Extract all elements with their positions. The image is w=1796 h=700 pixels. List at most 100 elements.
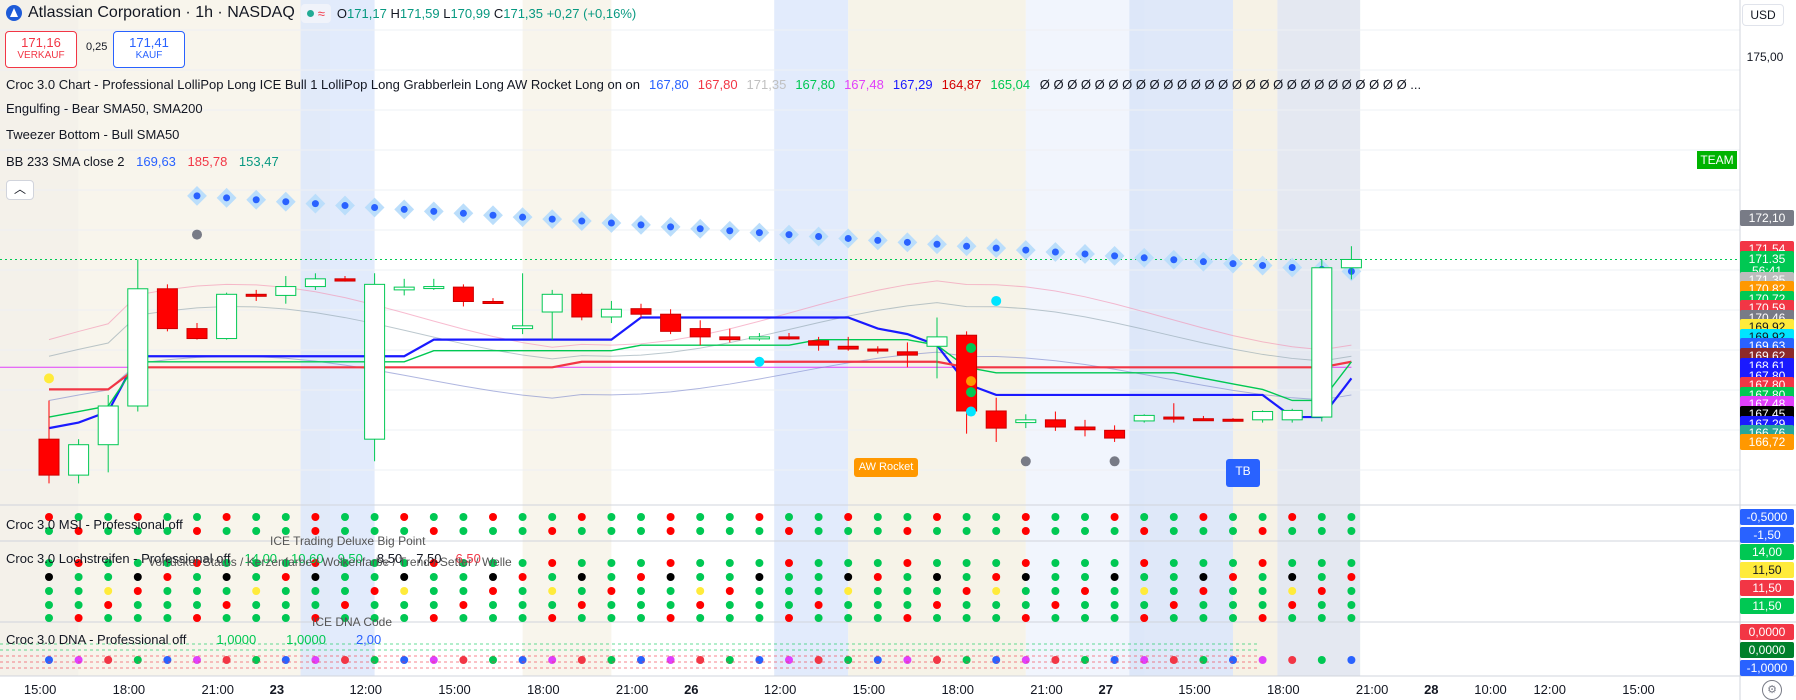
trail-dot [1259, 262, 1267, 270]
buy-button[interactable]: 171,41 KAUF [113, 31, 185, 68]
loch-dot [666, 559, 675, 567]
legend-dna[interactable]: Croc 3.0 DNA - Professional off 1,0000 1,0… [6, 632, 381, 647]
msi-dot [1199, 513, 1208, 521]
msi-dot [1199, 527, 1208, 535]
dna-dot [814, 656, 823, 664]
loch-dot [489, 559, 497, 567]
time-label: 18:00 [941, 682, 974, 697]
loch-dot [1288, 601, 1297, 609]
signal-dot [966, 387, 976, 398]
trail-dot [459, 209, 467, 217]
candle-body [926, 336, 948, 347]
dna-dot [163, 656, 172, 664]
legend-engulfing[interactable]: Engulfing - Bear SMA50, SMA200 [6, 101, 203, 116]
candle-body [482, 300, 504, 304]
loch-dot [163, 587, 172, 595]
dna-dot [252, 656, 261, 664]
msi-dot [252, 527, 261, 535]
candle-body [275, 286, 297, 296]
loch-dot [518, 587, 527, 595]
loch-dot [814, 601, 823, 609]
loch-dot [1229, 573, 1237, 581]
dna-dot [992, 656, 1001, 664]
settings-gear-icon[interactable]: ⚙ [1762, 680, 1782, 700]
msi-dot [429, 513, 438, 521]
open-value: 171,17 [347, 5, 387, 21]
loch-dot [1317, 601, 1326, 609]
loch-dot [1199, 601, 1208, 609]
loch-dot [666, 601, 675, 609]
msi-dot [548, 513, 557, 521]
loch-dot [370, 614, 379, 622]
legend-tweezer[interactable]: Tweezer Bottom - Bull SMA50 [6, 127, 180, 142]
msi-dot [518, 513, 527, 521]
dna-dot [577, 656, 586, 664]
loch-dot [1021, 614, 1030, 622]
candle-body [1044, 419, 1066, 428]
buy-price: 171,41 [129, 35, 169, 50]
symbol-title[interactable]: Atlassian Corporation · 1h · NASDAQ [28, 4, 295, 21]
loch-dot [844, 614, 853, 622]
pane-value-tag: 0,0000 [1740, 624, 1794, 640]
loch-dot [755, 587, 764, 595]
loch-dot [1258, 601, 1267, 609]
msi-dot [1021, 513, 1030, 521]
candle-body [571, 293, 593, 318]
candle-body [1281, 409, 1303, 421]
loch-dot [577, 601, 586, 609]
loch-dot [104, 601, 113, 609]
msi-dot [666, 513, 675, 521]
loch-dot [1021, 559, 1030, 567]
dna-dot [903, 656, 912, 664]
aw-rocket-signal[interactable]: AW Rocket [854, 458, 918, 477]
loch-dot [577, 573, 586, 581]
legend-msi[interactable]: Croc 3.0 MSI - Professional off [6, 517, 183, 532]
msi-dot [785, 513, 793, 521]
market-status-pill[interactable]: ≈ [300, 3, 331, 23]
trail-dot [371, 203, 379, 211]
msi-dot [163, 527, 172, 535]
loch-dot [696, 601, 705, 609]
trail-dot [193, 192, 201, 200]
msi-dot [992, 513, 1001, 521]
loch-dot [193, 587, 201, 595]
time-label: 26 [684, 682, 699, 697]
loch-dot [1347, 559, 1356, 567]
loch-dot [933, 601, 941, 609]
buy-label: KAUF [135, 50, 163, 61]
trail-dot [755, 229, 763, 237]
loch-dot [1140, 559, 1149, 567]
loch-dot [133, 559, 142, 567]
loch-dot [666, 573, 675, 581]
loch-dot [903, 559, 912, 567]
candle-body [867, 348, 889, 352]
msi-dot [814, 513, 823, 521]
market-open-dot-icon [306, 9, 314, 17]
tb-signal[interactable]: TB [1226, 459, 1260, 487]
legend-croc-chart[interactable]: Croc 3.0 Chart - Professional LolliPop L… [6, 77, 1421, 92]
msi-dot [1317, 527, 1326, 535]
msi-dot [814, 527, 823, 535]
sell-button[interactable]: 171,16 VERKAUF [5, 31, 77, 68]
loch-dot [370, 573, 379, 581]
trail-dot [933, 240, 941, 248]
loch-dot [1021, 573, 1030, 581]
loch-dot [311, 559, 320, 567]
collapse-legend-button[interactable]: ︿ [6, 180, 34, 200]
loch-dot [1081, 614, 1089, 622]
legend-bb[interactable]: BB 233 SMA close 2 169,63 185,78 153,47 [6, 154, 279, 169]
legend-lochstreifen[interactable]: Croc 3.0 Lochstreifen - Professional off… [6, 551, 481, 566]
loch-dot [518, 559, 527, 567]
currency-selector[interactable]: USD [1742, 4, 1784, 26]
legend-value: 7,50 [416, 551, 442, 566]
msi-dot [1347, 513, 1356, 521]
loch-dot [1169, 601, 1178, 609]
candle-body [512, 325, 534, 330]
loch-dot [933, 587, 941, 595]
msi-dot [696, 527, 705, 535]
loch-dot [429, 601, 438, 609]
loch-dot [962, 614, 971, 622]
loch-dot [844, 559, 853, 567]
